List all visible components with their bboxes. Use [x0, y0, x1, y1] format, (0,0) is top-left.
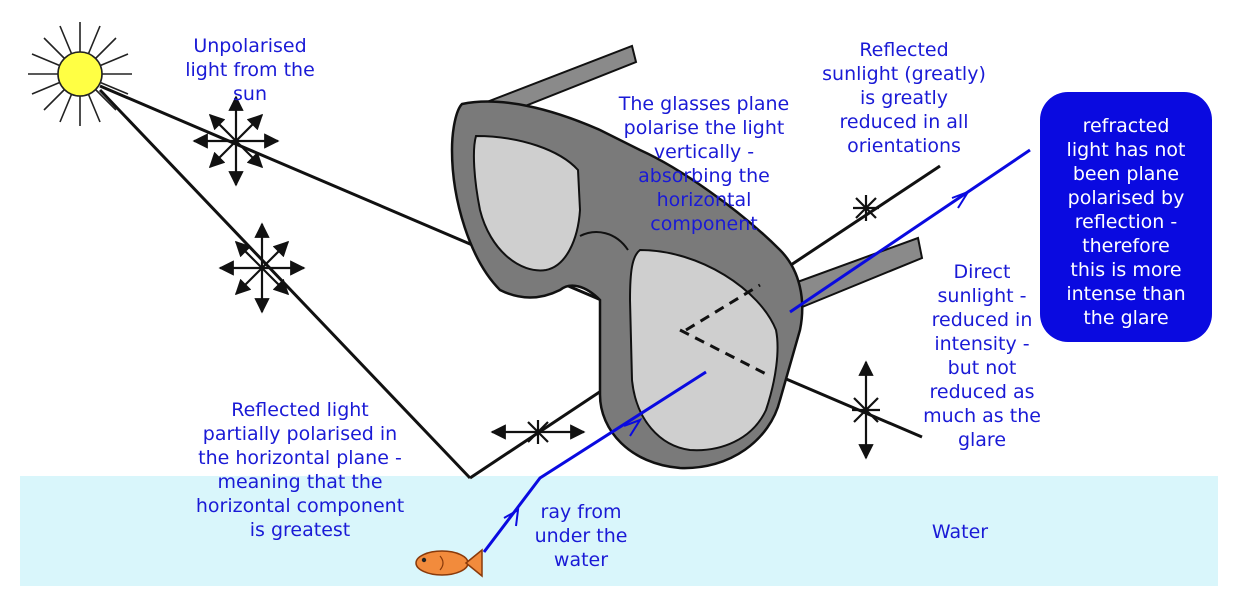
fish-icon	[415, 548, 483, 578]
reflected-ray-through-lens	[685, 283, 761, 332]
sun-icon	[28, 22, 132, 126]
polarisation-arrows-icon	[192, 95, 880, 460]
water-region	[20, 476, 1218, 586]
refracted-light-box: refracted light has not been plane polar…	[1040, 92, 1212, 342]
direct-sunlight-label: Direct sunlight - reduced in intensity -…	[923, 261, 1041, 451]
water-label: Water	[931, 521, 989, 543]
refracted-ray	[482, 148, 1031, 553]
reflected-sunlight-label: Reflected sunlight (greatly) is greatly …	[822, 39, 986, 157]
ray-under-water-label: ray from under the water	[534, 501, 628, 571]
glasses-plane-label: The glasses plane polarise the light ver…	[618, 93, 790, 235]
unpolarised-light-label: Unpolarised light from the sun	[185, 35, 315, 105]
sunglasses-icon	[450, 44, 924, 470]
reflected-light-label: Reflected light partially polarised in t…	[195, 399, 405, 541]
